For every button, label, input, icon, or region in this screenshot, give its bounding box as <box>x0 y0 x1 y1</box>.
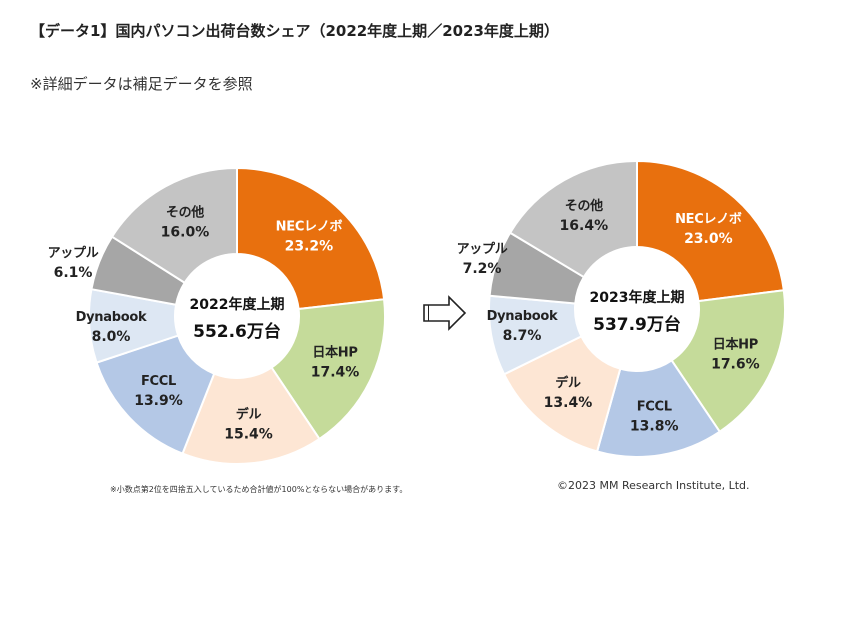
slice-dell <box>502 334 622 453</box>
slice-hp-japan <box>670 289 786 434</box>
center-period-label: 2022年度上期 <box>190 296 285 313</box>
slice-nec-lenovo <box>236 166 386 311</box>
slice-value-others: 16.4% <box>560 218 609 234</box>
slice-label-nec-lenovo: NECレノボ <box>276 218 343 234</box>
slice-label-nec-lenovo: NECレノボ <box>675 211 742 227</box>
slice-value-hp-japan: 17.4% <box>311 364 360 380</box>
slice-label-apple: アップル <box>48 246 99 261</box>
slice-value-fccl: 13.9% <box>134 393 183 409</box>
slice-value-fccl: 13.8% <box>630 419 679 435</box>
slice-value-others: 16.0% <box>161 224 210 240</box>
slice-value-nec-lenovo: 23.0% <box>684 231 733 247</box>
slice-value-hp-japan: 17.6% <box>711 357 760 373</box>
center-period-label: 2023年度上期 <box>590 289 685 306</box>
slice-value-nec-lenovo: 23.2% <box>285 238 334 254</box>
slice-nec-lenovo <box>636 159 785 303</box>
slice-dell <box>181 366 321 465</box>
arrow-right-icon <box>423 295 467 331</box>
slice-label-dell: デル <box>236 406 262 422</box>
slice-value-apple: 7.2% <box>463 261 502 277</box>
center-total-value: 552.6万台 <box>193 321 281 342</box>
slice-others <box>110 166 238 285</box>
slice-label-dynabook: Dynabook <box>76 310 147 325</box>
page-subtitle: ※詳細データは補足データを参照 <box>30 75 253 93</box>
slice-value-dell: 13.4% <box>544 395 593 411</box>
slice-value-apple: 6.1% <box>54 265 93 281</box>
donut-chart-2022: NECレノボ 23.2% 日本HP 17.4% デル 15.4% FCCL 13.9% Dyna… <box>48 166 386 465</box>
footnote: ※小数点第2位を四捨五入しているため合計値が100%とならない場合があります。 <box>110 485 408 494</box>
slice-label-fccl: FCCL <box>141 374 176 389</box>
page-title: 【データ1】国内パソコン出荷台数シェア（2022年度上期／2023年度上期） <box>30 22 559 40</box>
slice-value-dynabook: 8.0% <box>92 329 131 345</box>
slice-label-dell: デル <box>555 375 581 391</box>
slice-label-dynabook: Dynabook <box>487 309 558 324</box>
slice-hp-japan <box>270 298 386 441</box>
slice-others <box>508 159 638 279</box>
slice-label-hp-japan: 日本HP <box>312 344 357 360</box>
slice-label-fccl: FCCL <box>637 400 672 415</box>
slice-label-apple: アップル <box>457 242 508 257</box>
slice-value-dell: 15.4% <box>224 426 273 442</box>
slice-label-hp-japan: 日本HP <box>713 337 758 353</box>
copyright: ©2023 MM Research Institute, Ltd. <box>557 479 750 492</box>
slice-label-others: その他 <box>166 204 204 220</box>
center-total-value: 537.9万台 <box>593 314 681 335</box>
slice-value-dynabook: 8.7% <box>503 328 542 344</box>
donut-chart-2023: NECレノボ 23.0% 日本HP 17.6% FCCL 13.8% デル 13.4% Dyna… <box>457 159 786 458</box>
slice-label-others: その他 <box>565 198 603 214</box>
